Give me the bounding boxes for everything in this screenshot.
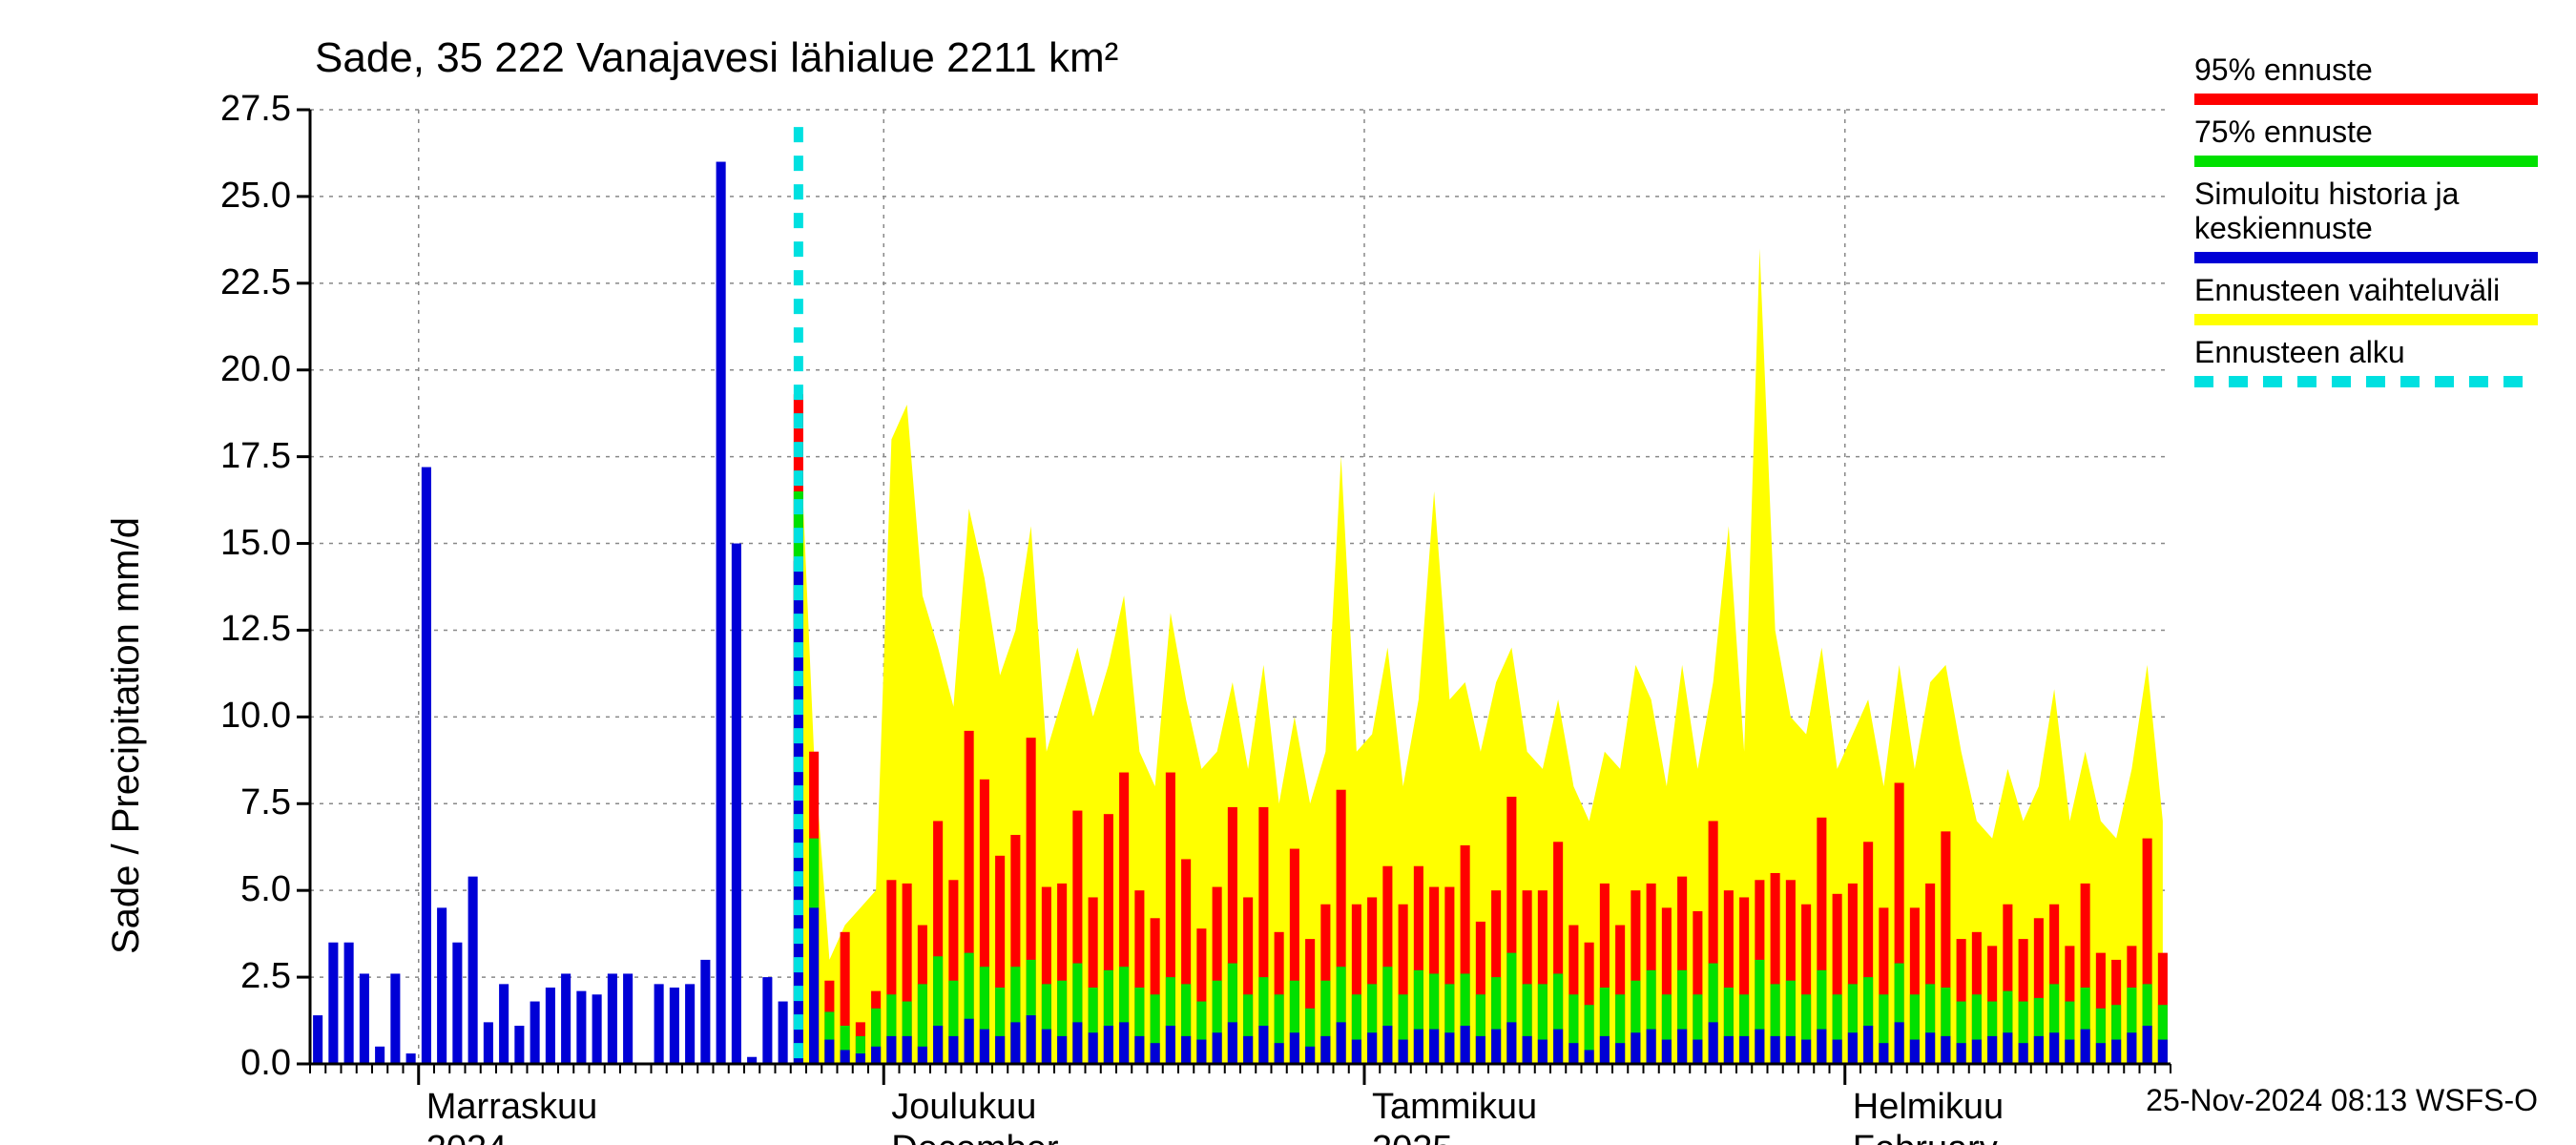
- legend-swatch: [2194, 376, 2538, 387]
- legend-label: Simuloitu historia ja keskiennuste: [2194, 177, 2538, 247]
- legend-swatch: [2194, 252, 2538, 263]
- legend-entry: 75% ennuste: [2194, 114, 2538, 167]
- legend: 95% ennuste 75% ennuste Simuloitu historia…: [2194, 52, 2538, 397]
- legend-swatch: [2194, 156, 2538, 167]
- legend-entry: Ennusteen alku: [2194, 335, 2538, 387]
- x-month-label-top: Tammikuu: [1372, 1087, 1537, 1128]
- x-month-label-bottom: 2024: [426, 1129, 508, 1145]
- legend-label: Ennusteen alku: [2194, 335, 2538, 370]
- legend-entry: Simuloitu historia ja keskiennuste: [2194, 177, 2538, 264]
- chart-root: Sade, 35 222 Vanajavesi lähialue 2211 km…: [0, 0, 2576, 1145]
- x-month-label-bottom: December: [891, 1129, 1058, 1145]
- x-month-label-bottom: February: [1853, 1129, 1998, 1145]
- legend-entry: 95% ennuste: [2194, 52, 2538, 105]
- legend-swatch: [2194, 94, 2538, 105]
- x-month-label-bottom: 2025: [1372, 1129, 1453, 1145]
- legend-swatch: [2194, 314, 2538, 325]
- x-month-label-top: Marraskuu: [426, 1087, 598, 1128]
- x-month-label-top: Helmikuu: [1853, 1087, 2004, 1128]
- x-month-label-top: Joulukuu: [891, 1087, 1036, 1128]
- plot-area: [0, 0, 2576, 1145]
- legend-label: 75% ennuste: [2194, 114, 2538, 150]
- legend-label: Ennusteen vaihteluväli: [2194, 273, 2538, 308]
- legend-label: 95% ennuste: [2194, 52, 2538, 88]
- legend-entry: Ennusteen vaihteluväli: [2194, 273, 2538, 325]
- footer-timestamp: 25-Nov-2024 08:13 WSFS-O: [2146, 1083, 2538, 1118]
